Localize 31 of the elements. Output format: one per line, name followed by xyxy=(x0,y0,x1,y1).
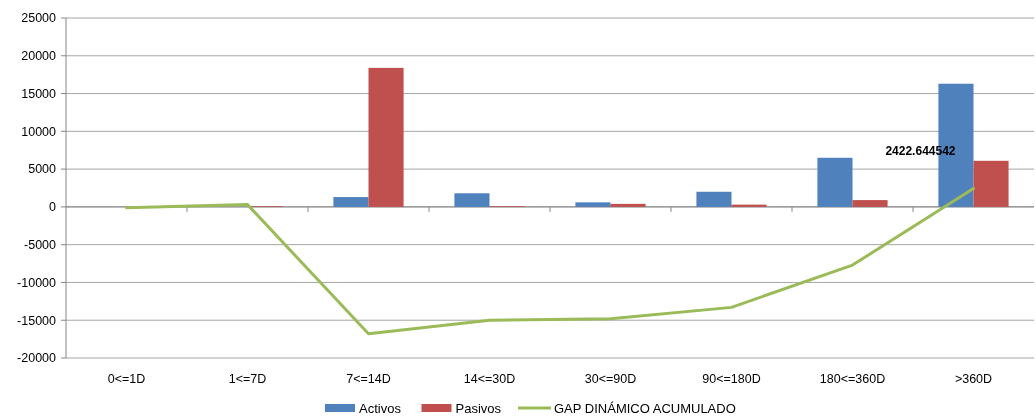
x-tick-label: 90<=180D xyxy=(702,372,761,386)
bar xyxy=(610,203,646,207)
x-tick-label: 14<=30D xyxy=(463,372,516,386)
bar xyxy=(454,193,490,207)
y-tick-label: 20000 xyxy=(21,49,57,64)
bar xyxy=(575,202,611,207)
line-series xyxy=(125,187,975,336)
bar xyxy=(852,200,888,207)
bar xyxy=(696,191,732,207)
x-tick-label: 0<=1D xyxy=(107,372,146,386)
legend-label: GAP DINÁMICO ACUMULADO xyxy=(554,401,736,416)
y-tick-label: -5000 xyxy=(24,238,57,253)
y-tick-label: 25000 xyxy=(21,11,57,26)
legend-label: Pasivos xyxy=(455,401,502,416)
y-tick-label: -20000 xyxy=(17,351,57,366)
x-tick-label: 7<=14D xyxy=(346,372,391,386)
y-tick-label: 15000 xyxy=(21,86,57,101)
bar xyxy=(333,197,369,207)
y-tick-label: 5000 xyxy=(28,162,57,177)
bar xyxy=(973,160,1009,207)
x-tick-label: 180<=360D xyxy=(819,372,886,386)
y-tick-label: 10000 xyxy=(21,124,57,139)
x-tick-label: 30<=90D xyxy=(584,372,637,386)
bar xyxy=(817,157,853,207)
y-tick-label: -15000 xyxy=(17,313,57,328)
bar xyxy=(368,67,404,207)
x-tick-label: 1<=7D xyxy=(228,372,267,386)
y-tick-label: -10000 xyxy=(17,275,57,290)
x-tick-label: >360D xyxy=(954,372,993,386)
y-tick-label: 0 xyxy=(49,200,57,215)
legend-label: Activos xyxy=(359,401,402,416)
